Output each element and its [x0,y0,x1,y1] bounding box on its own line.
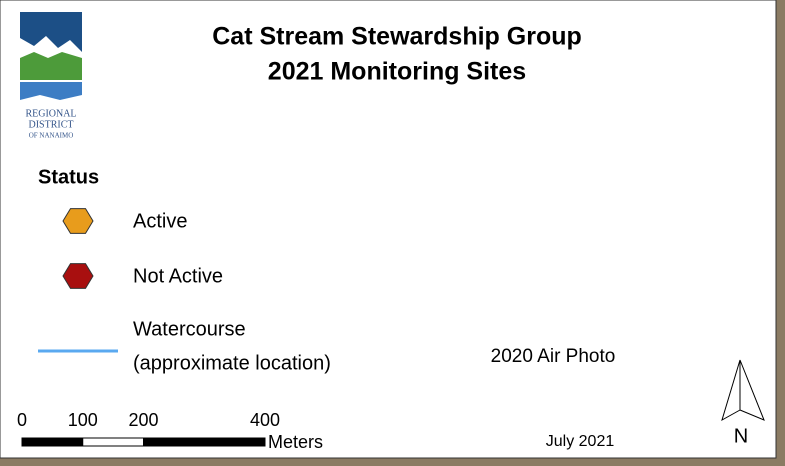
logo-water [20,82,82,100]
legend-label: (approximate location) [133,352,331,374]
date: July 2021 [546,433,615,450]
legend-label: Active [133,210,187,232]
legend-title: Status [38,166,99,188]
logo-text: OF NANAIMO [29,132,74,140]
legend-label: Watercourse [133,318,246,340]
title: 2021 Monitoring Sites [268,58,526,86]
scale-segment [82,437,144,447]
logo-mountains [20,12,82,52]
scale-tick-label: 200 [128,410,158,430]
north-arrow-right [739,359,765,421]
scale-tick-label: 0 [17,410,27,430]
site-symbol [62,263,94,289]
logo-land [20,52,82,80]
title: Cat Stream Stewardship Group [212,23,582,51]
source-note: 2020 Air Photo [491,346,616,367]
scale-segment [21,437,84,447]
legend-panel [0,0,777,459]
scale-segment [143,437,266,447]
north-label: N [734,425,748,447]
site-symbol [62,208,94,234]
scale-unit: Meters [268,432,323,452]
legend-label: Not Active [133,265,223,287]
scale-tick-label: 400 [250,410,280,430]
logo-text: REGIONAL [25,108,76,119]
scale-tick-label: 100 [68,410,98,430]
logo-text: DISTRICT [29,119,74,130]
logo: REGIONAL DISTRICT OF NANAIMO [20,12,82,140]
north-arrow: N [721,359,765,447]
